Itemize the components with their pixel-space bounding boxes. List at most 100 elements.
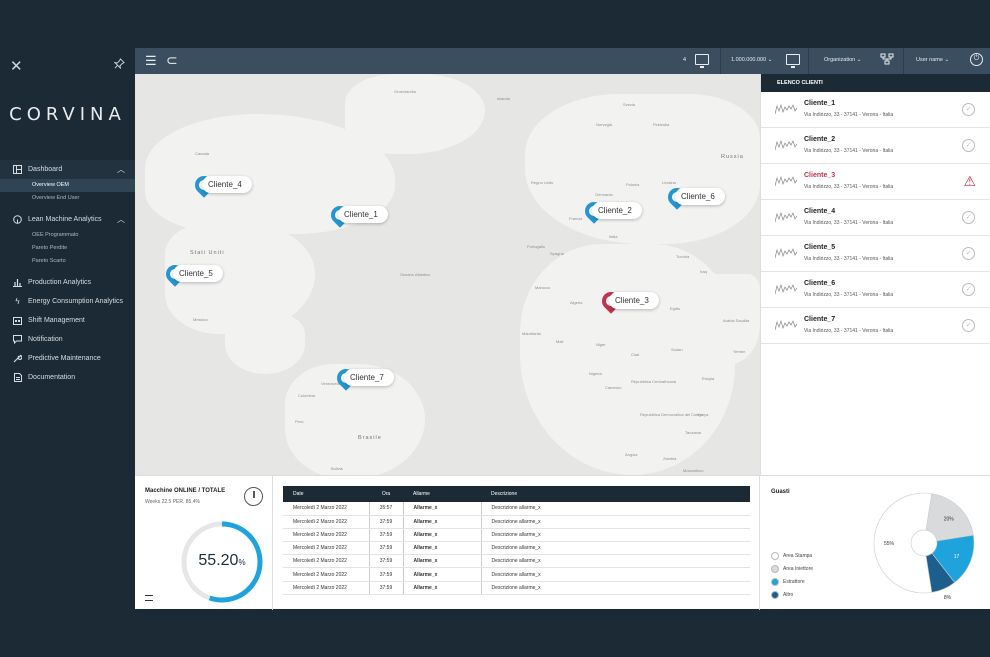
client-row[interactable]: Cliente_4 Via Indirizzo, 33 - 37141 - Ver… bbox=[761, 200, 990, 236]
pie-slice[interactable] bbox=[925, 493, 974, 542]
map-label: Italia bbox=[609, 234, 618, 239]
map-label: Polonia bbox=[626, 182, 640, 187]
gauge-fill bbox=[181, 521, 263, 603]
alarm-description: Descrizione allarme_x bbox=[480, 567, 750, 582]
map-label: Islanda bbox=[497, 96, 510, 101]
hamburger-icon[interactable]: ☰ bbox=[145, 53, 157, 68]
map-label: Svezia bbox=[623, 102, 636, 107]
divider bbox=[808, 48, 809, 74]
map-label: Mauritania bbox=[522, 331, 541, 336]
sidebar-item-label: Dashboard bbox=[28, 166, 63, 173]
land-europe bbox=[525, 94, 760, 244]
alarm-description: Descrizione allarme_x bbox=[480, 502, 750, 516]
organization-selector[interactable]: Organization ⌄ bbox=[824, 57, 861, 63]
table-row[interactable]: Mercoledì 2 Marzo 2022 37:59 Allarme_x Desc… bbox=[283, 567, 750, 582]
table-row[interactable]: Mercoledì 2 Marzo 2022 37:59 Allarme_x Desc… bbox=[283, 528, 750, 543]
warning-icon: ⚠ bbox=[963, 173, 976, 189]
sidebar-top: ✕ bbox=[10, 58, 125, 78]
sidebar-subitem-overview-oem[interactable]: Overview OEM bbox=[0, 179, 135, 192]
client-list: Cliente_1 Via Indirizzo, 33 - 37141 - Ver… bbox=[761, 92, 990, 344]
pin-icon[interactable] bbox=[113, 58, 125, 72]
map-pin-label: Cliente_1 bbox=[338, 206, 388, 223]
chevron-up-icon[interactable]: ︿ bbox=[117, 165, 125, 174]
sidebar-item-label: Energy Consumption Analytics bbox=[28, 298, 123, 305]
sidebar-item-label: Notification bbox=[28, 336, 63, 343]
legend-item: Altro bbox=[771, 588, 813, 601]
alarm-description: Descrizione allarme_x bbox=[480, 554, 750, 569]
table-row[interactable]: Mercoledì 2 Marzo 2022 35:57 Allarme_x Desc… bbox=[283, 502, 750, 516]
online-title: Macchine ONLINE / TOTALE bbox=[145, 488, 226, 494]
pie-label: 55% bbox=[884, 541, 895, 547]
sidebar-item-label: Documentation bbox=[28, 374, 76, 381]
map-label: Mozambico bbox=[683, 468, 704, 473]
legend-item: Area Stampa bbox=[771, 549, 813, 562]
faults-legend: Area Stampa Area Iniettore Estrattore Altro bbox=[771, 549, 813, 601]
sidebar-subitem-pareto-perdite[interactable]: Pareto Perdite bbox=[32, 245, 68, 251]
gauge-icon[interactable] bbox=[244, 487, 263, 506]
pie-slice[interactable] bbox=[873, 492, 933, 594]
organization-label: Organization bbox=[824, 57, 856, 63]
online-unit: % bbox=[238, 558, 246, 567]
map-label: Colombia bbox=[298, 393, 315, 398]
alarm-name: Allarme_x bbox=[402, 554, 481, 569]
sidebar-item-predictive-maintenance[interactable]: Predictive Maintenance bbox=[0, 349, 135, 368]
sidebar-item-shift-management[interactable]: Shift Management bbox=[0, 311, 135, 330]
network-icon[interactable] bbox=[880, 53, 894, 68]
table-row[interactable]: Mercoledì 2 Marzo 2022 37:59 Allarme_x Desc… bbox=[283, 541, 750, 556]
top-bar: ☰ ⊂ 4 1.000.000.000 ⌄ Organization ⌄ Use… bbox=[135, 48, 990, 74]
refresh-icon[interactable]: ⊂ bbox=[166, 52, 178, 68]
map-label: Russia bbox=[721, 154, 744, 160]
sidebar-subitem-pareto-scarto[interactable]: Pareto Scarto bbox=[32, 258, 66, 264]
sidebar-item-documentation[interactable]: Documentation bbox=[0, 368, 135, 387]
monitor-icon[interactable] bbox=[695, 54, 709, 68]
wrench-icon bbox=[12, 354, 23, 363]
lean-analytics-icon bbox=[12, 215, 23, 224]
map-label: Tanzania bbox=[685, 430, 702, 435]
map-label: Portogallo bbox=[527, 244, 546, 249]
amount-selector[interactable]: 1.000.000.000 ⌄ bbox=[731, 57, 772, 63]
alarms-table: Date Ora Allarme Descrizione Mercoledì 2… bbox=[283, 486, 750, 595]
sidebar-item-label: Shift Management bbox=[28, 317, 85, 324]
client-row[interactable]: Cliente_6 Via Indirizzo, 33 - 37141 - Ver… bbox=[761, 272, 990, 308]
check-circle-icon: ✓ bbox=[962, 283, 975, 296]
client-row[interactable]: Cliente_5 Via Indirizzo, 33 - 37141 - Ver… bbox=[761, 236, 990, 272]
sidebar-item-production-analytics[interactable]: Production Analytics bbox=[0, 273, 135, 292]
client-row[interactable]: Cliente_1 Via Indirizzo, 33 - 37141 - Ver… bbox=[761, 92, 990, 128]
land-central-america bbox=[225, 314, 305, 374]
legend-label: Estrattore bbox=[783, 578, 805, 585]
menu-icon[interactable] bbox=[145, 595, 153, 601]
alarm-time: 37:59 bbox=[368, 554, 403, 569]
logout-icon[interactable]: ⏻ bbox=[970, 53, 983, 66]
sidebar-item-lean-machine-analytics[interactable]: Lean Machine Analytics ︿ bbox=[0, 210, 135, 229]
chevron-up-icon[interactable]: ︿ bbox=[117, 215, 125, 224]
client-address: Via Indirizzo, 33 - 37141 - Verona - Ita… bbox=[804, 220, 894, 226]
client-name: Cliente_6 bbox=[804, 280, 836, 287]
sidebar-item-notification[interactable]: Notification bbox=[0, 330, 135, 349]
table-row[interactable]: Mercoledì 2 Marzo 2022 37:59 Allarme_x Desc… bbox=[283, 581, 750, 595]
alarm-description: Descrizione allarme_x bbox=[480, 581, 750, 595]
sidebar-subitem-oee-programmato[interactable]: OEE Programmato bbox=[32, 232, 79, 238]
sidebar-item-dashboard[interactable]: Dashboard ︿ bbox=[0, 160, 135, 179]
table-row[interactable]: Mercoledì 2 Marzo 2022 37:59 Allarme_x Desc… bbox=[283, 515, 750, 529]
close-icon[interactable]: ✕ bbox=[10, 58, 23, 75]
client-row[interactable]: Cliente_3 Via Indirizzo, 33 - 37141 - Ver… bbox=[761, 164, 990, 200]
pie-slice[interactable] bbox=[931, 534, 975, 583]
client-row[interactable]: Cliente_7 Via Indirizzo, 33 - 37141 - Ver… bbox=[761, 308, 990, 344]
logo: CORVINA bbox=[9, 104, 126, 125]
world-map[interactable]: Groenlandia Islanda Svezia Finlandia Nor… bbox=[135, 74, 760, 475]
client-row[interactable]: Cliente_2 Via Indirizzo, 33 - 37141 - Ver… bbox=[761, 128, 990, 164]
user-menu[interactable]: User name ⌄ bbox=[916, 57, 949, 63]
alarm-date: Mercoledì 2 Marzo 2022 bbox=[283, 554, 369, 569]
alarm-name: Allarme_x bbox=[402, 567, 481, 582]
legend-swatch bbox=[771, 564, 779, 573]
table-row[interactable]: Mercoledì 2 Marzo 2022 37:59 Allarme_x Desc… bbox=[283, 554, 750, 569]
sidebar-item-energy-consumption-analytics[interactable]: ϟ Energy Consumption Analytics bbox=[0, 292, 135, 311]
display-icon[interactable] bbox=[786, 54, 800, 68]
map-label: Spagna bbox=[550, 251, 564, 256]
pie-slice[interactable] bbox=[925, 552, 956, 593]
sidebar-subitem-overview-end-user[interactable]: Overview End User bbox=[32, 195, 80, 201]
map-pin-label: Cliente_6 bbox=[675, 188, 725, 205]
map-label: Francia bbox=[569, 216, 583, 221]
alarm-date: Mercoledì 2 Marzo 2022 bbox=[283, 502, 369, 516]
map-label: Ucraina bbox=[662, 180, 676, 185]
